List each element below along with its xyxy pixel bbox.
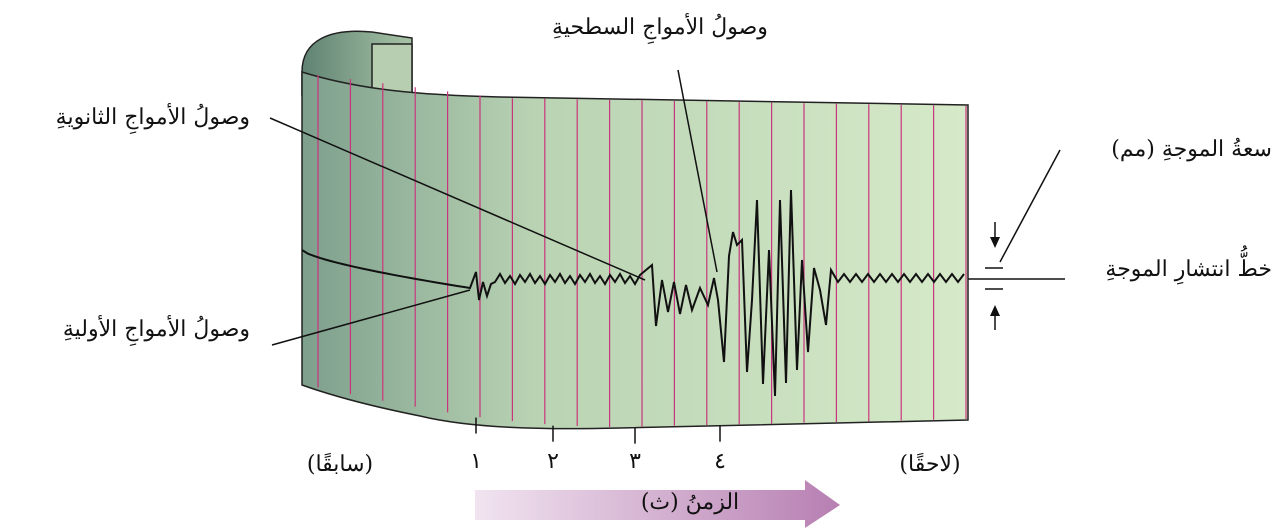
baseline-label: خطُّ انتشارِ الموجةِ bbox=[1105, 245, 1272, 285]
earlier-label: (سابقًا) bbox=[307, 452, 373, 477]
tick-label: ٢ bbox=[547, 449, 559, 474]
secondary-label: وصولُ الأمواجِ الثانويةِ bbox=[56, 102, 250, 135]
later-label: (لاحقًا) bbox=[899, 452, 960, 477]
chart-rules bbox=[318, 75, 966, 427]
surface-label: وصولُ الأمواجِ السطحيةِ bbox=[552, 12, 768, 45]
leader-line bbox=[1000, 150, 1060, 262]
tick-label: ١ bbox=[470, 449, 482, 474]
arrow-head bbox=[990, 305, 1000, 316]
seismogram-diagram: وصولُ الأمواجِ السطحيةِ وصولُ الأمواجِ ا… bbox=[0, 0, 1282, 528]
tick-label: ٤ bbox=[714, 449, 726, 474]
time-label: الزمنُ (ث) bbox=[641, 490, 739, 515]
tick-label: ٣ bbox=[629, 449, 641, 474]
paper-sheet bbox=[302, 72, 968, 429]
primary-label: وصولُ الأمواجِ الأوليةِ bbox=[63, 314, 250, 347]
amplitude-label: سعةُ الموجةِ (مم) bbox=[1111, 137, 1272, 162]
arrow-head bbox=[990, 237, 1000, 248]
